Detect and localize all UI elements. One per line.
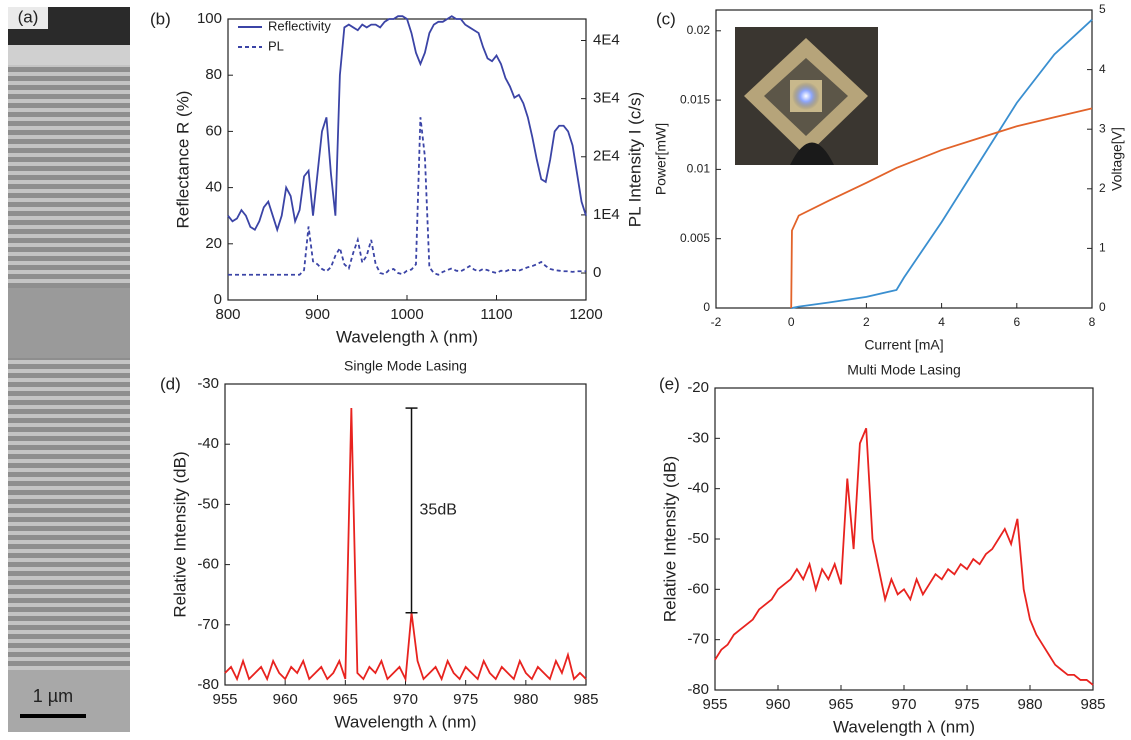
y-tick-label: 0.02 <box>687 23 711 37</box>
inset-photo <box>735 27 878 165</box>
y-tick-label: -80 <box>687 681 709 698</box>
y-tick-label: -50 <box>687 530 709 547</box>
x-tick-label: 965 <box>333 691 358 708</box>
x-tick-label: 955 <box>702 696 727 713</box>
x-tick-label: 975 <box>453 691 478 708</box>
y2-tick-label: 0 <box>593 264 601 281</box>
y2-tick-label: 5 <box>1099 2 1106 16</box>
y-axis-label: Relative Intensity (dB) <box>660 456 679 622</box>
panel-label: (d) <box>160 374 181 393</box>
y2-tick-label: 4E4 <box>593 31 620 48</box>
chart-title: Single Mode Lasing <box>344 358 467 374</box>
y-axis-label: Reflectance R (%) <box>173 91 192 229</box>
y-tick-label: -60 <box>687 580 709 597</box>
data-line <box>227 15 587 233</box>
x-tick-label: 1100 <box>480 306 512 323</box>
legend-label: Reflectivity <box>268 18 331 33</box>
y-tick-label: -20 <box>687 379 709 396</box>
y-axis-label: Relative Intensity (dB) <box>170 451 189 617</box>
y2-tick-label: 2E4 <box>593 148 620 165</box>
plot-frame <box>714 387 1094 691</box>
y2-tick-label: 2 <box>1099 181 1106 195</box>
y-tick-label: 20 <box>205 235 222 252</box>
x-tick-label: 970 <box>393 691 418 708</box>
x-tick-label: 955 <box>212 691 237 708</box>
panel-label: (c) <box>656 9 676 28</box>
y2-axis-label: PL Intensity I (c/s) <box>625 92 644 227</box>
panel-label: (b) <box>150 9 171 28</box>
y-tick-label: -40 <box>687 480 709 497</box>
y-tick-label: 0.01 <box>687 162 711 176</box>
panel-label: (a) <box>18 7 39 26</box>
panel-label: (e) <box>659 374 680 393</box>
y-tick-label: -70 <box>687 631 709 648</box>
y-tick-label: 60 <box>205 122 222 139</box>
y2-tick-label: 3E4 <box>593 90 620 107</box>
x-axis-label: Wavelength λ (nm) <box>334 712 476 731</box>
data-line <box>791 19 1093 309</box>
y2-tick-label: 4 <box>1099 62 1106 76</box>
y-tick-label: -30 <box>197 375 219 392</box>
data-line <box>714 427 1094 686</box>
x-tick-label: 1200 <box>569 306 602 323</box>
y-tick-label: 0.005 <box>680 231 710 245</box>
x-tick-label: 965 <box>828 696 853 713</box>
x-tick-label: -2 <box>711 315 722 329</box>
x-tick-label: 800 <box>215 306 240 323</box>
y-axis-label: Power[mW] <box>653 123 669 195</box>
x-tick-label: 960 <box>273 691 298 708</box>
plot-frame <box>715 9 1093 309</box>
plot-frame <box>227 18 587 301</box>
x-tick-label: 970 <box>891 696 916 713</box>
chart-title: Multi Mode Lasing <box>847 362 961 378</box>
y-tick-label: 0.015 <box>680 92 710 106</box>
x-tick-label: 980 <box>513 691 538 708</box>
data-line <box>228 117 586 276</box>
y-tick-label: -70 <box>197 616 219 633</box>
y2-tick-label: 3 <box>1099 121 1106 135</box>
y2-tick-label: 1E4 <box>593 206 620 223</box>
y-tick-label: 0 <box>703 300 710 314</box>
sem-image: (a) 1 µm <box>8 5 130 732</box>
y-tick-label: -40 <box>197 435 219 452</box>
y-tick-label: 0 <box>214 291 222 308</box>
y2-axis-label: Voltage[V] <box>1109 127 1125 191</box>
x-tick-label: 960 <box>765 696 790 713</box>
annotation: 35dB <box>420 502 457 519</box>
y2-tick-label: 0 <box>1099 300 1106 314</box>
y-tick-label: 80 <box>205 66 222 83</box>
x-tick-label: 6 <box>1013 315 1020 329</box>
y-tick-label: -60 <box>197 556 219 573</box>
data-line <box>790 107 1093 309</box>
y-tick-label: 40 <box>205 179 222 196</box>
x-tick-label: 0 <box>788 315 795 329</box>
x-tick-label: 2 <box>863 315 870 329</box>
plot-frame <box>224 383 587 686</box>
x-tick-label: 1000 <box>390 306 423 323</box>
y2-tick-label: 1 <box>1099 241 1106 255</box>
x-tick-label: 975 <box>954 696 979 713</box>
y-tick-label: 100 <box>197 10 222 27</box>
x-tick-label: 900 <box>305 306 330 323</box>
x-tick-label: 4 <box>938 315 945 329</box>
x-axis-label: Current [mA] <box>864 337 943 353</box>
x-tick-label: 985 <box>1080 696 1105 713</box>
scale-bar-label: 1 µm <box>33 686 73 706</box>
x-tick-label: 8 <box>1089 315 1096 329</box>
y-tick-label: -50 <box>197 495 219 512</box>
x-axis-label: Wavelength λ (nm) <box>336 327 478 346</box>
legend-label: PL <box>268 38 284 53</box>
x-axis-label: Wavelength λ (nm) <box>833 717 975 736</box>
x-tick-label: 985 <box>573 691 598 708</box>
y-tick-label: -30 <box>687 429 709 446</box>
data-line <box>224 408 587 683</box>
x-tick-label: 980 <box>1017 696 1042 713</box>
y-tick-label: -80 <box>197 676 219 693</box>
